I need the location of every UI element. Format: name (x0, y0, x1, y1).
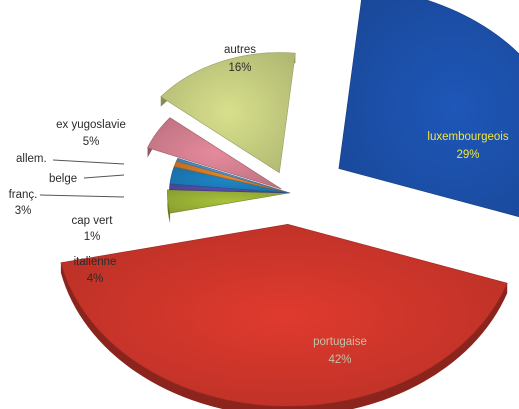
label-ex-yugoslavie-name: ex yugoslavie (56, 119, 126, 131)
pie-slice-autres (160, 52, 296, 174)
pie-slice-allem (176, 157, 291, 194)
label-italienne-value: 4% (87, 273, 104, 285)
pie-slices (60, 0, 519, 409)
label-ex-yugoslavie-value: 5% (83, 136, 100, 148)
pie-slice-luxembourgeois (338, 0, 519, 218)
label-autres-value: 16% (228, 62, 251, 74)
label-fran-name: franç. (9, 189, 38, 201)
pie-slice-side (167, 189, 171, 224)
leader-line (83, 174, 125, 179)
label-cap-vert-value: 1% (84, 231, 101, 243)
label-autres-name: autres (224, 44, 256, 56)
label-portugaise-name: portugaise (313, 336, 367, 348)
pie-slice-italienne (167, 189, 289, 214)
leader-line (39, 194, 125, 198)
label-fran-value: 3% (15, 205, 32, 217)
label-cap-vert-name: cap vert (72, 215, 114, 227)
pie-slice-ex-yugoslavie (147, 117, 282, 190)
label-luxembourgeois-value: 29% (456, 149, 479, 161)
label-portugaise-value: 42% (328, 354, 351, 366)
label-allem-name: allem. (16, 153, 47, 165)
label-italienne-name: italienne (74, 256, 117, 268)
leader-line (52, 159, 125, 165)
pie-labels: luxembourgeois 29% portugaise 42% italienne 4… (9, 44, 509, 366)
label-luxembourgeois-name: luxembourgeois (427, 131, 508, 143)
pie-slice-portugaise (60, 224, 508, 407)
label-belge-name: belge (49, 173, 77, 185)
